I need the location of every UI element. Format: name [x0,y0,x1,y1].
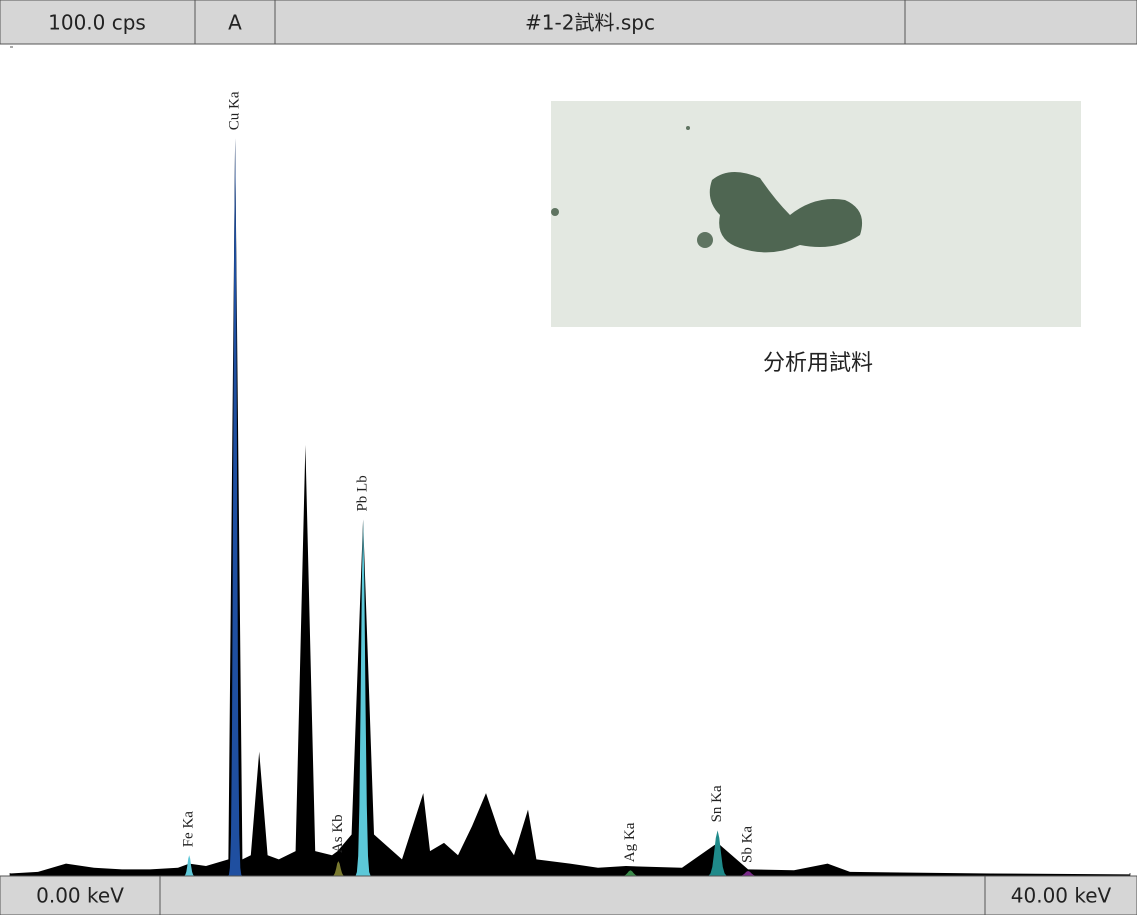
sample-photo [551,101,1081,327]
peak-label: Fe Ka [181,811,197,848]
peak-label: As Kb [330,814,346,853]
channel: A [228,11,242,35]
peak-label: Ag Ka [622,822,638,862]
speck [697,232,713,248]
x-tick-label: 0.00 keV [36,884,124,908]
y-scale-label: 100.0 cps [48,11,146,35]
footer-bar: 0.00 keV 40.00 keV [0,876,1137,915]
header-bar: 100.0 cps A #1-2試料.spc [0,0,1137,44]
image-caption: 分析用試料 [763,351,873,376]
peak-label: Sb Ka [740,826,756,863]
peak-label: Sn Ka [709,785,725,822]
speck [551,208,559,216]
footer-bg [0,876,1137,915]
x-tick-label: 40.00 keV [1011,884,1112,908]
peak-label: Pb Lb [355,475,371,511]
file-name: #1-2試料.spc [525,11,655,35]
spectrum-window: 100.0 cps A #1-2試料.spc 分析用試料 Fe Ka Cu Ka A… [0,0,1137,915]
peak-label: Cu Ka [227,91,243,130]
speck [686,126,690,130]
